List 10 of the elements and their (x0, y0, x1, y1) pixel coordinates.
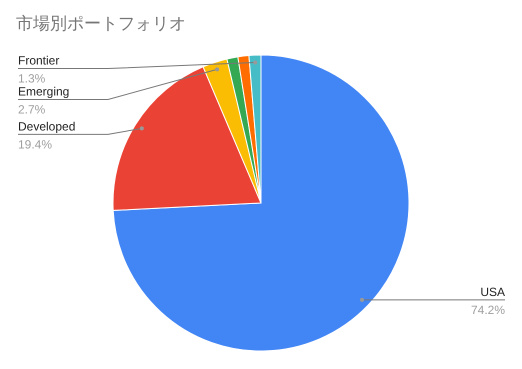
pie-slice (112, 54, 410, 352)
slice-label: Developed (18, 119, 76, 134)
slice-label: Emerging (18, 84, 70, 99)
slice-label: Frontier (18, 54, 60, 68)
slice-label: USA (480, 284, 505, 299)
data-label: 2.7% (18, 102, 46, 117)
chart-title: 市場別ポートフォリオ (16, 14, 186, 33)
data-label: 19.4% (18, 137, 52, 152)
data-label: 74.2% (470, 302, 506, 317)
data-label: 1.3% (18, 72, 46, 86)
